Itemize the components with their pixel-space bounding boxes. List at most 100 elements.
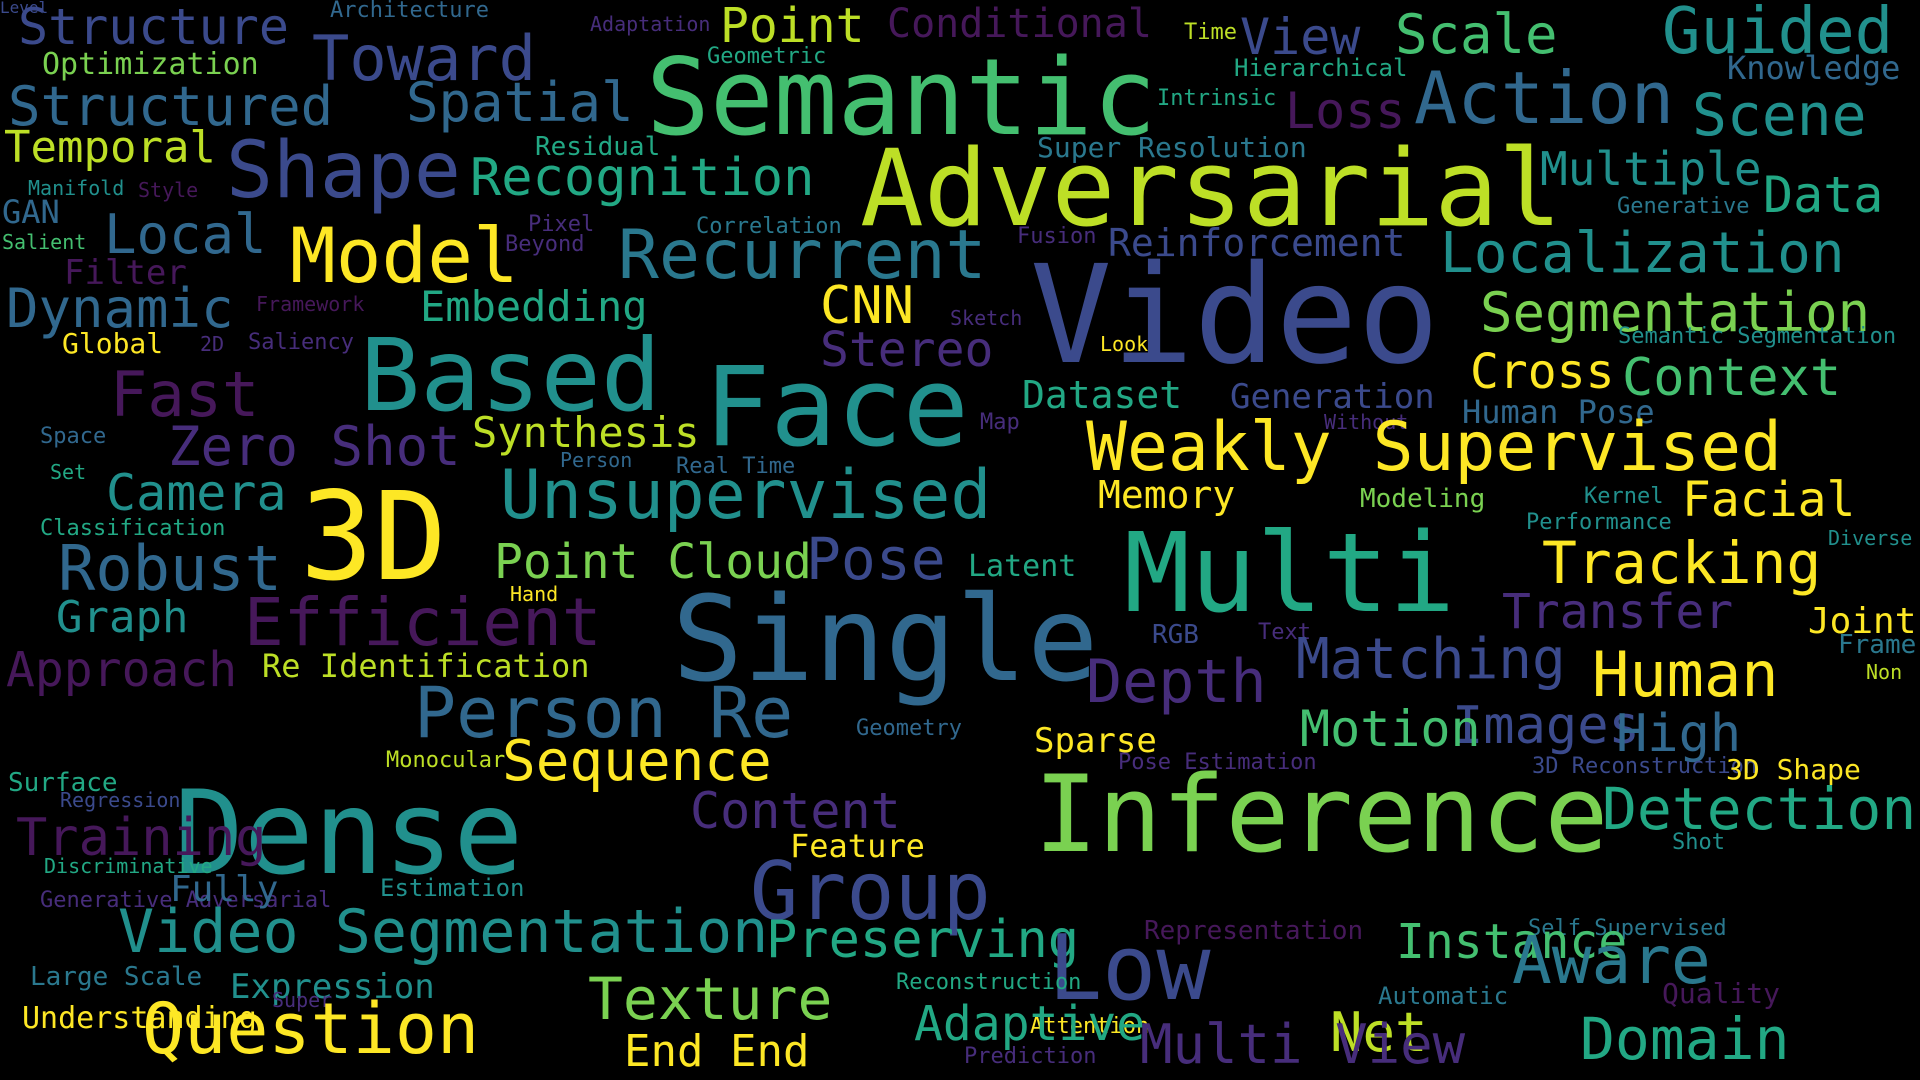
word-classification: Classification	[40, 516, 226, 541]
word-discriminative: Discriminative	[44, 854, 213, 878]
word-expression: Expression	[230, 967, 435, 1007]
word-dynamic: Dynamic	[6, 277, 234, 340]
word-correlation: Correlation	[696, 214, 842, 239]
word-surface: Surface	[8, 768, 118, 798]
word-loss: Loss	[1285, 82, 1406, 140]
word-fusion: Fusion	[1017, 224, 1097, 249]
word-embedding: Embedding	[420, 282, 648, 331]
word-training: Training	[16, 808, 267, 868]
word-shape: Shape	[226, 126, 461, 216]
word-motion: Motion	[1300, 700, 1481, 758]
word-generation: Generation	[1230, 377, 1435, 417]
word-inference: Inference	[1034, 753, 1609, 876]
word-tracking: Tracking	[1542, 529, 1822, 597]
word-manifold: Manifold	[28, 176, 125, 200]
word-weakly-supervised: Weakly Supervised	[1086, 408, 1782, 487]
word-sparse: Sparse	[1034, 721, 1157, 761]
word-instance: Instance	[1396, 914, 1628, 970]
word-memory: Memory	[1098, 473, 1236, 517]
word-fast: Fast	[110, 358, 260, 431]
word-texture: Texture	[588, 965, 833, 1033]
word-sketch: Sketch	[950, 306, 1023, 330]
word-beyond: Beyond	[505, 232, 585, 257]
word-prediction: Prediction	[964, 1044, 1097, 1069]
word-group: Group	[750, 845, 991, 938]
word-aware: Aware	[1512, 922, 1711, 999]
word-human-pose: Human Pose	[1462, 393, 1655, 431]
word-high: High	[1616, 704, 1742, 764]
word-matching: Matching	[1296, 627, 1566, 692]
word-real-time: Real Time	[676, 454, 796, 479]
word-toward: Toward	[312, 22, 536, 95]
word-understanding: Understanding	[22, 1001, 257, 1036]
word-fully: Fully	[170, 869, 279, 910]
word-latent: Latent	[968, 549, 1077, 584]
word-frame: Frame	[1838, 630, 1917, 660]
word-filter: Filter	[64, 253, 187, 293]
word-face: Face	[704, 343, 969, 471]
word-point: Point	[720, 0, 865, 54]
word-attention: Attention	[1030, 1014, 1150, 1039]
word-set: Set	[50, 460, 87, 484]
word-saliency: Saliency	[248, 330, 354, 355]
word-geometry: Geometry	[856, 716, 962, 741]
word-graph: Graph	[56, 592, 189, 643]
word-3d-reconstruction: 3D Reconstruction	[1532, 754, 1758, 779]
word-3d-shape: 3D Shape	[1726, 753, 1861, 786]
word-rgb: RGB	[1152, 620, 1199, 650]
word-end-end: End End	[624, 1026, 810, 1077]
word-adaptation: Adaptation	[590, 12, 711, 36]
word-facial: Facial	[1682, 472, 1856, 528]
word-content: Content	[690, 782, 901, 840]
word-reinforcement: Reinforcement	[1108, 221, 1406, 265]
word-structure: Structure	[18, 0, 289, 56]
word-images: Images	[1452, 696, 1640, 756]
word-estimation: Estimation	[380, 874, 525, 902]
word-space: Space	[40, 424, 107, 449]
word-video-segmentation: Video Segmentation	[118, 897, 769, 967]
word-pixel: Pixel	[528, 212, 595, 237]
word-synthesis: Synthesis	[472, 408, 700, 457]
word-human: Human	[1592, 638, 1779, 711]
word-segmentation: Segmentation	[1480, 281, 1871, 344]
word-view: View	[1240, 8, 1361, 66]
word-recognition: Recognition	[470, 148, 815, 208]
word-spatial: Spatial	[406, 71, 634, 134]
word-automatic: Automatic	[1378, 982, 1509, 1010]
word-dense: Dense	[174, 766, 524, 901]
word-monocular: Monocular	[386, 748, 506, 773]
word-adversarial: Adversarial	[860, 127, 1562, 250]
word-pose-estimation: Pose Estimation	[1118, 750, 1317, 775]
word-sequence: Sequence	[502, 729, 772, 794]
word-multiple: Multiple	[1540, 142, 1762, 196]
word-reconstruction: Reconstruction	[896, 970, 1082, 995]
word-local: Local	[104, 203, 267, 266]
word-semantic-segmentation: Semantic Segmentation	[1618, 324, 1897, 349]
word-net: Net	[1330, 1001, 1428, 1064]
word-preserving: Preserving	[766, 910, 1080, 970]
word-temporal: Temporal	[4, 122, 216, 173]
word-regression: Regression	[60, 788, 181, 812]
word-video: Video	[1030, 237, 1440, 395]
word-context: Context	[1622, 348, 1842, 408]
word-domain: Domain	[1580, 1005, 1790, 1073]
word-cross: Cross	[1470, 344, 1615, 400]
word-3d: 3D	[300, 466, 447, 608]
word-geometric: Geometric	[707, 44, 827, 69]
word-detection: Detection	[1602, 775, 1917, 843]
word-knowledge: Knowledge	[1727, 49, 1901, 87]
word-single: Single	[672, 570, 1099, 708]
word-optimization: Optimization	[42, 47, 259, 82]
word-performance: Performance	[1526, 510, 1672, 535]
word-low: Low	[1048, 916, 1211, 1021]
word-global: Global	[62, 327, 164, 360]
word-generative: Generative	[1617, 194, 1750, 219]
word-time: Time	[1184, 20, 1237, 45]
word-efficient: Efficient	[244, 584, 602, 661]
word-structured: Structured	[8, 75, 334, 138]
word-intrinsic: Intrinsic	[1157, 86, 1277, 111]
word-unsupervised: Unsupervised	[500, 456, 992, 535]
word-person: Person	[560, 448, 633, 472]
word-stereo: Stereo	[820, 322, 994, 378]
word-multi-view: Multi View	[1140, 1013, 1466, 1076]
